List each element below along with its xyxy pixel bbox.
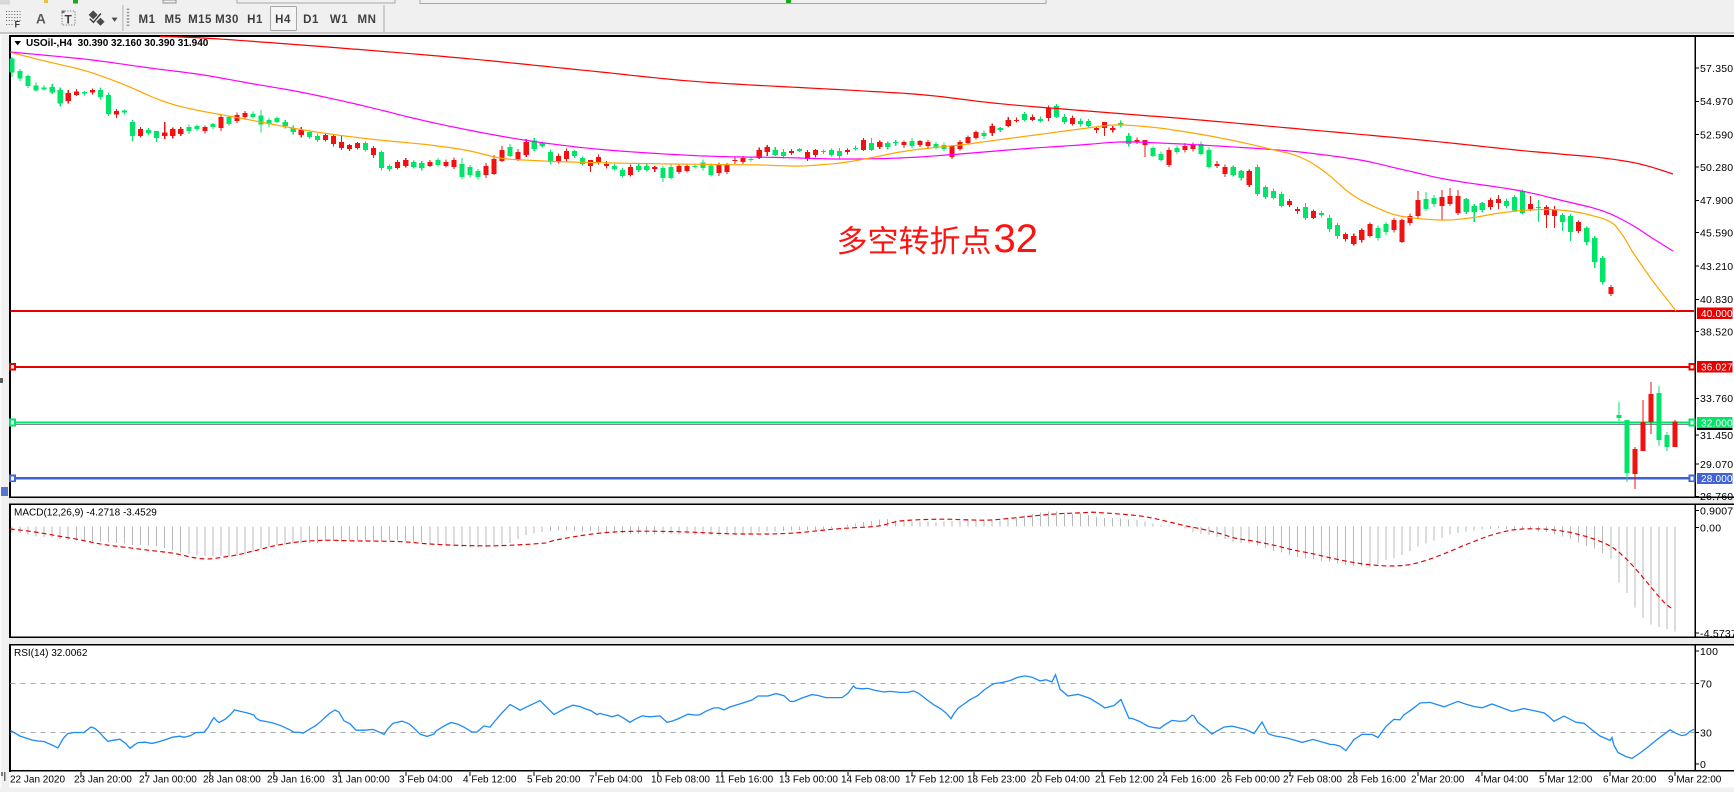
svg-text:40.830: 40.830: [1700, 294, 1733, 306]
svg-text:38.520: 38.520: [1700, 327, 1733, 339]
svg-text:0: 0: [1700, 759, 1706, 771]
svg-text:USOil-,H4 30.390 32.160 30.39: USOil-,H4 30.390 32.160 30.390 31.940: [26, 38, 209, 49]
svg-text:29 Jan 16:00: 29 Jan 16:00: [267, 775, 325, 786]
svg-text:T: T: [65, 13, 73, 27]
svg-text:18 Feb 23:00: 18 Feb 23:00: [967, 775, 1026, 786]
svg-text:40.000: 40.000: [1701, 309, 1733, 320]
svg-text:A: A: [36, 12, 46, 27]
svg-text:F: F: [15, 20, 21, 30]
svg-text:11 Feb 16:00: 11 Feb 16:00: [715, 775, 774, 786]
svg-text:45.590: 45.590: [1700, 228, 1733, 240]
svg-text:36.027: 36.027: [1701, 363, 1733, 374]
svg-text:W1: W1: [330, 14, 348, 26]
svg-text:24 Feb 16:00: 24 Feb 16:00: [1157, 775, 1216, 786]
svg-text:28 Feb 16:00: 28 Feb 16:00: [1347, 775, 1406, 786]
svg-text:6 Mar 20:00: 6 Mar 20:00: [1603, 775, 1657, 786]
svg-text:13 Feb 00:00: 13 Feb 00:00: [779, 775, 838, 786]
svg-text:27 Jan 00:00: 27 Jan 00:00: [139, 775, 197, 786]
svg-text:RSI(14) 32.0062: RSI(14) 32.0062: [14, 648, 88, 659]
svg-text:47.900: 47.900: [1700, 195, 1733, 207]
svg-text:52.590: 52.590: [1700, 130, 1733, 142]
svg-text:21 Feb 12:00: 21 Feb 12:00: [1095, 775, 1154, 786]
svg-text:20 Feb 04:00: 20 Feb 04:00: [1031, 775, 1090, 786]
svg-text:28.000: 28.000: [1701, 474, 1733, 485]
svg-text:H1: H1: [247, 14, 263, 26]
svg-text:57.350: 57.350: [1700, 63, 1733, 75]
svg-text:22 Jan 2020: 22 Jan 2020: [10, 775, 65, 786]
svg-text:31 Jan 00:00: 31 Jan 00:00: [332, 775, 390, 786]
svg-text:32: 32: [994, 217, 1039, 261]
svg-text:-4.5737: -4.5737: [1700, 628, 1734, 640]
svg-text:9 Mar 22:00: 9 Mar 22:00: [1668, 775, 1722, 786]
svg-text:30: 30: [1700, 727, 1712, 739]
svg-text:MACD(12,26,9) -4.2718 -3.4529: MACD(12,26,9) -4.2718 -3.4529: [14, 508, 157, 519]
svg-text:14 Feb 08:00: 14 Feb 08:00: [841, 775, 900, 786]
svg-text:26.760: 26.760: [1700, 491, 1733, 503]
svg-text:4 Mar 04:00: 4 Mar 04:00: [1475, 775, 1529, 786]
svg-text:7 Feb 04:00: 7 Feb 04:00: [589, 775, 643, 786]
svg-text:33.760: 33.760: [1700, 393, 1733, 405]
svg-text:10 Feb 08:00: 10 Feb 08:00: [651, 775, 710, 786]
svg-text:23 Jan 20:00: 23 Jan 20:00: [74, 775, 132, 786]
svg-text:0.9007: 0.9007: [1700, 505, 1733, 517]
svg-text:5 Mar 12:00: 5 Mar 12:00: [1539, 775, 1593, 786]
svg-text:M15: M15: [188, 14, 212, 26]
svg-text:2 Mar 20:00: 2 Mar 20:00: [1411, 775, 1465, 786]
svg-text:29.070: 29.070: [1700, 459, 1733, 471]
svg-text:32.000: 32.000: [1701, 418, 1733, 429]
svg-text:5 Feb 20:00: 5 Feb 20:00: [527, 775, 581, 786]
svg-text:M30: M30: [215, 14, 239, 26]
svg-text:H4: H4: [275, 14, 291, 26]
svg-text:54.970: 54.970: [1700, 96, 1733, 108]
svg-text:D1: D1: [303, 14, 319, 26]
svg-text:70: 70: [1700, 678, 1712, 690]
svg-text:43.210: 43.210: [1700, 261, 1733, 273]
svg-text:26 Feb 00:00: 26 Feb 00:00: [1221, 775, 1280, 786]
svg-text:27 Feb 08:00: 27 Feb 08:00: [1283, 775, 1342, 786]
svg-text:50.280: 50.280: [1700, 162, 1733, 174]
svg-text:M5: M5: [165, 14, 182, 26]
svg-text:28 Jan 08:00: 28 Jan 08:00: [203, 775, 261, 786]
svg-text:4 Feb 12:00: 4 Feb 12:00: [463, 775, 517, 786]
svg-text:M1: M1: [139, 14, 156, 26]
svg-text:31.450: 31.450: [1700, 430, 1733, 442]
svg-text:0.00: 0.00: [1700, 522, 1721, 534]
svg-text:100: 100: [1700, 646, 1718, 658]
svg-text:MN: MN: [358, 14, 377, 26]
svg-text:3 Feb 04:00: 3 Feb 04:00: [399, 775, 453, 786]
svg-text:17 Feb 12:00: 17 Feb 12:00: [905, 775, 964, 786]
